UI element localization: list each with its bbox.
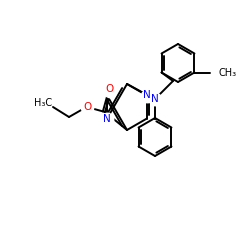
Text: CH₃: CH₃ bbox=[218, 68, 236, 78]
Text: O: O bbox=[106, 84, 114, 94]
Text: N: N bbox=[143, 90, 151, 101]
Text: H₃C: H₃C bbox=[34, 98, 52, 108]
Text: O: O bbox=[83, 102, 91, 112]
Text: N: N bbox=[151, 94, 159, 104]
Text: N: N bbox=[103, 114, 111, 124]
